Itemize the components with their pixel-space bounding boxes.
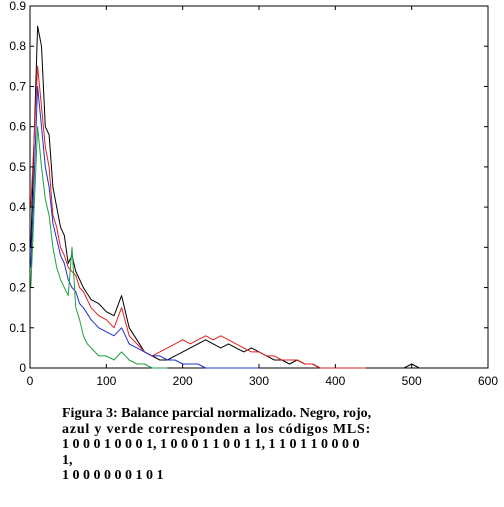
y-tick-label: 0.8 — [9, 39, 26, 53]
caption-line: azul y verde corresponden a los códigos … — [62, 421, 372, 437]
y-tick-label: 0.4 — [9, 200, 26, 214]
y-tick-label: 0.5 — [9, 160, 26, 174]
caption-line: Figura 3: Balance parcial normalizado. N… — [62, 406, 372, 421]
caption-line: 1, — [62, 452, 73, 468]
y-tick-label: 0 — [19, 361, 26, 375]
series-line-2 — [30, 65, 366, 369]
y-tick-label: 0.3 — [9, 240, 26, 254]
x-tick-label: 300 — [249, 374, 269, 388]
x-tick-label: 200 — [173, 374, 193, 388]
series-layer — [30, 25, 420, 369]
ticks-layer: 0 100 200 300 400 500 600 0 0.1 0.2 0.3 0.4 0.5 0.6 0.… — [9, 0, 498, 388]
y-tick-label: 0.1 — [9, 321, 26, 335]
x-tick-label: 400 — [325, 374, 345, 388]
chart-svg: 0 100 200 300 400 500 600 0 0.1 0.2 0.3 0.4 0.5 0.6 0.… — [9, 0, 498, 388]
x-tick-label: 0 — [27, 374, 34, 388]
series-line-3 — [30, 85, 259, 369]
caption-line: 1 0 0 0 0 0 0 1 0 1 — [62, 468, 164, 483]
x-tick-label: 600 — [478, 374, 498, 388]
y-tick-label: 0.9 — [9, 0, 26, 13]
series-line-4 — [30, 126, 168, 369]
x-tick-label: 100 — [96, 374, 116, 388]
figure-caption: Figura 3: Balance parcial normalizado. N… — [62, 406, 462, 484]
plot-area — [29, 5, 489, 369]
caption-line: 1 0 0 0 1 0 0 0 1, 1 0 0 0 1 1 0 0 1 1, … — [62, 437, 360, 452]
x-tick-label: 500 — [402, 374, 422, 388]
y-tick-label: 0.7 — [9, 79, 26, 93]
y-tick-label: 0.2 — [9, 281, 26, 295]
y-tick-label: 0.6 — [9, 120, 26, 134]
